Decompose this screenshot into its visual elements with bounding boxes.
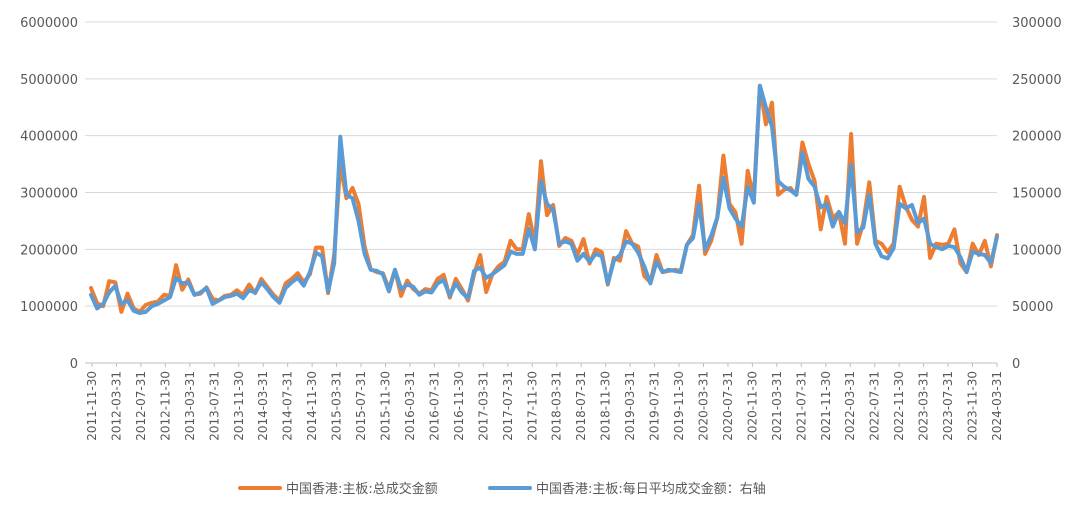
- x-tick-label: 2018-03-31: [550, 371, 564, 441]
- y-right-tick-label: 0: [1012, 357, 1020, 372]
- x-tick-label: 2022-03-31: [843, 371, 857, 441]
- x-tick-label: 2012-11-30: [158, 371, 172, 441]
- x-tick-label: 2023-07-31: [941, 371, 955, 441]
- x-tick-label: 2013-11-30: [232, 371, 246, 441]
- x-tick-label: 2015-03-31: [330, 371, 344, 441]
- x-axis: 2011-11-30 2012-03-31 2012-07-31 2012-11-30…: [85, 362, 1004, 441]
- y-left-tick-label: 0: [70, 357, 78, 372]
- x-tick-label: 2017-11-30: [525, 371, 539, 441]
- y-right-tick-label: 200000: [1012, 130, 1062, 145]
- x-tick-label: 2011-11-30: [85, 371, 99, 441]
- x-tick-label: 2023-03-31: [917, 371, 931, 441]
- x-tick-label: 2018-11-30: [599, 371, 613, 441]
- x-tick-label: 2013-03-31: [183, 371, 197, 441]
- x-tick-label: 2023-11-30: [966, 371, 980, 441]
- x-tick-label: 2012-03-31: [109, 371, 123, 441]
- y-right-tick-label: 50000: [1012, 300, 1053, 315]
- y-left-tick-label: 2000000: [20, 243, 78, 258]
- y-right-tick-label: 100000: [1012, 243, 1062, 258]
- y-right-tick-label: 150000: [1012, 187, 1062, 202]
- x-tick-label: 2015-07-31: [354, 371, 368, 441]
- series-lines: [89, 83, 999, 315]
- x-tick-label: 2016-07-31: [427, 371, 441, 441]
- x-tick-label: 2021-11-30: [819, 371, 833, 441]
- x-tick-label: 2017-07-31: [501, 371, 515, 441]
- x-tick-label: 2022-07-31: [868, 371, 882, 441]
- y-left-tick-label: 6000000: [20, 16, 78, 31]
- x-tick-label: 2018-07-31: [574, 371, 588, 441]
- x-tick-label: 2013-07-31: [207, 371, 221, 441]
- x-tick-label: 2022-11-30: [892, 371, 906, 441]
- x-tick-label: 2014-03-31: [256, 371, 270, 441]
- legend-label: 中国香港:主板:总成交金额: [286, 481, 438, 497]
- y-left-tick-label: 4000000: [20, 130, 78, 145]
- x-tick-label: 2020-11-30: [745, 371, 759, 441]
- x-tick-label: 2016-03-31: [403, 371, 417, 441]
- y-left-tick-label: 1000000: [20, 300, 78, 315]
- y-axis-right: 0 50000 100000 150000 200000 250000 300000: [1012, 16, 1062, 372]
- x-tick-label: 2014-11-30: [305, 371, 319, 441]
- y-left-tick-label: 3000000: [20, 187, 78, 202]
- y-right-tick-label: 300000: [1012, 16, 1062, 31]
- x-tick-label: 2019-03-31: [623, 371, 637, 441]
- x-tick-label: 2017-03-31: [476, 371, 490, 441]
- legend: 中国香港:主板:总成交金额 中国香港:主板:每日平均成交金额：右轴: [238, 481, 766, 497]
- x-tick-label: 2019-07-31: [648, 371, 662, 441]
- x-tick-label: 2019-11-30: [672, 371, 686, 441]
- series-line-daily-average: [89, 83, 999, 315]
- legend-label: 中国香港:主板:每日平均成交金额：右轴: [536, 481, 766, 497]
- x-tick-label: 2020-03-31: [696, 371, 710, 441]
- x-tick-label: 2024-03-31: [990, 371, 1004, 441]
- x-tick-label: 2021-03-31: [770, 371, 784, 441]
- x-tick-label: 2015-11-30: [379, 371, 393, 441]
- y-left-tick-label: 5000000: [20, 73, 78, 88]
- x-tick-label: 2020-07-31: [721, 371, 735, 441]
- y-right-tick-label: 250000: [1012, 73, 1062, 88]
- x-tick-label: 2021-07-31: [794, 371, 808, 441]
- grid-lines: [85, 21, 997, 364]
- x-tick-label: 2016-11-30: [452, 371, 466, 441]
- x-tick-label: 2014-07-31: [281, 371, 295, 441]
- x-tick-label: 2012-07-31: [134, 371, 148, 441]
- y-axis-left: 0 1000000 2000000 3000000 4000000 5000000 6000…: [20, 16, 78, 372]
